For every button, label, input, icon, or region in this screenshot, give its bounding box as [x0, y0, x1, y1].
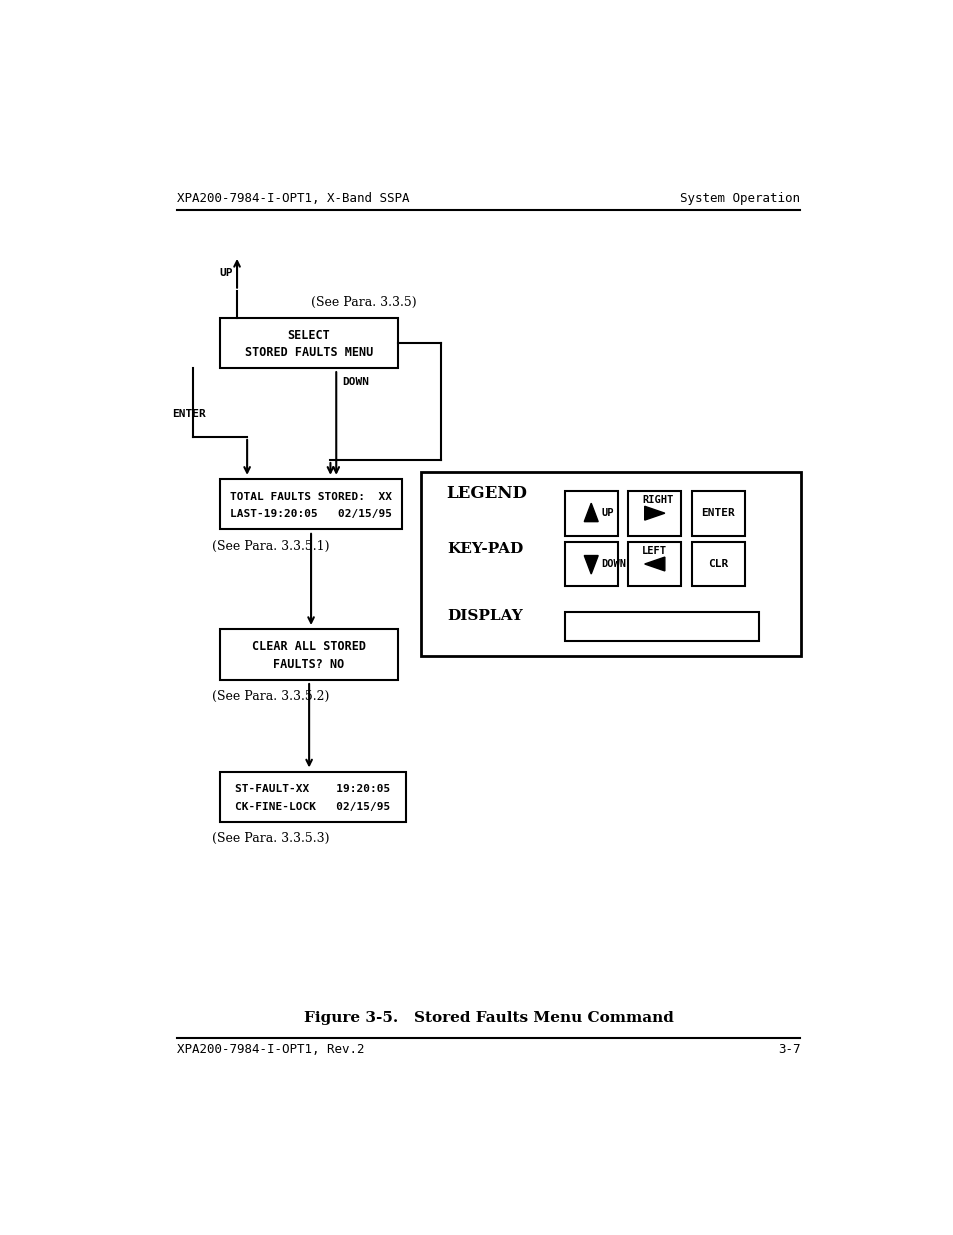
- Polygon shape: [644, 506, 664, 520]
- Text: FAULTS? NO: FAULTS? NO: [274, 658, 344, 671]
- Text: RIGHT: RIGHT: [641, 495, 673, 505]
- Text: (See Para. 3.3.5.1): (See Para. 3.3.5.1): [212, 540, 330, 553]
- Text: 3-7: 3-7: [777, 1042, 800, 1056]
- Bar: [220, 630, 397, 679]
- Text: UP: UP: [219, 268, 233, 278]
- Bar: [564, 490, 617, 536]
- Bar: [564, 542, 617, 587]
- Text: UP: UP: [600, 508, 613, 519]
- Text: (See Para. 3.3.5.2): (See Para. 3.3.5.2): [212, 690, 330, 703]
- Text: ENTER: ENTER: [172, 409, 206, 419]
- Text: XPA200-7984-I-OPT1, Rev.2: XPA200-7984-I-OPT1, Rev.2: [177, 1042, 364, 1056]
- Text: STORED FAULTS MENU: STORED FAULTS MENU: [245, 346, 373, 359]
- Text: CLEAR ALL STORED: CLEAR ALL STORED: [252, 641, 366, 653]
- Bar: [564, 611, 758, 641]
- Bar: [628, 490, 680, 536]
- Bar: [220, 772, 406, 823]
- Bar: [628, 542, 680, 587]
- Text: KEY-PAD: KEY-PAD: [446, 542, 522, 556]
- Polygon shape: [583, 503, 598, 521]
- Text: DOWN: DOWN: [600, 559, 625, 569]
- Text: XPA200-7984-I-OPT1, X-Band SSPA: XPA200-7984-I-OPT1, X-Band SSPA: [177, 191, 410, 205]
- Text: LEGEND: LEGEND: [446, 484, 527, 501]
- Text: ST-FAULT-XX    19:20:05: ST-FAULT-XX 19:20:05: [235, 784, 390, 794]
- Bar: [691, 542, 744, 587]
- Text: (See Para. 3.3.5.3): (See Para. 3.3.5.3): [212, 832, 330, 846]
- Text: DOWN: DOWN: [342, 377, 369, 387]
- Text: ENTER: ENTER: [700, 508, 735, 519]
- Bar: [220, 479, 402, 530]
- Polygon shape: [644, 557, 664, 571]
- Text: LAST-19:20:05   02/15/95: LAST-19:20:05 02/15/95: [230, 509, 392, 520]
- Text: System Operation: System Operation: [679, 191, 800, 205]
- Text: CK-FINE-LOCK   02/15/95: CK-FINE-LOCK 02/15/95: [235, 802, 390, 811]
- Bar: [421, 472, 801, 656]
- Bar: [691, 490, 744, 536]
- Polygon shape: [583, 556, 598, 574]
- Bar: [220, 317, 397, 368]
- Text: DISPLAY: DISPLAY: [447, 609, 522, 624]
- Text: (See Para. 3.3.5): (See Para. 3.3.5): [311, 295, 416, 309]
- Text: LEFT: LEFT: [641, 546, 667, 556]
- Text: TOTAL FAULTS STORED:  XX: TOTAL FAULTS STORED: XX: [230, 492, 392, 501]
- Text: Figure 3-5.   Stored Faults Menu Command: Figure 3-5. Stored Faults Menu Command: [304, 1011, 673, 1025]
- Text: SELECT: SELECT: [288, 329, 330, 342]
- Text: CLR: CLR: [707, 559, 728, 569]
